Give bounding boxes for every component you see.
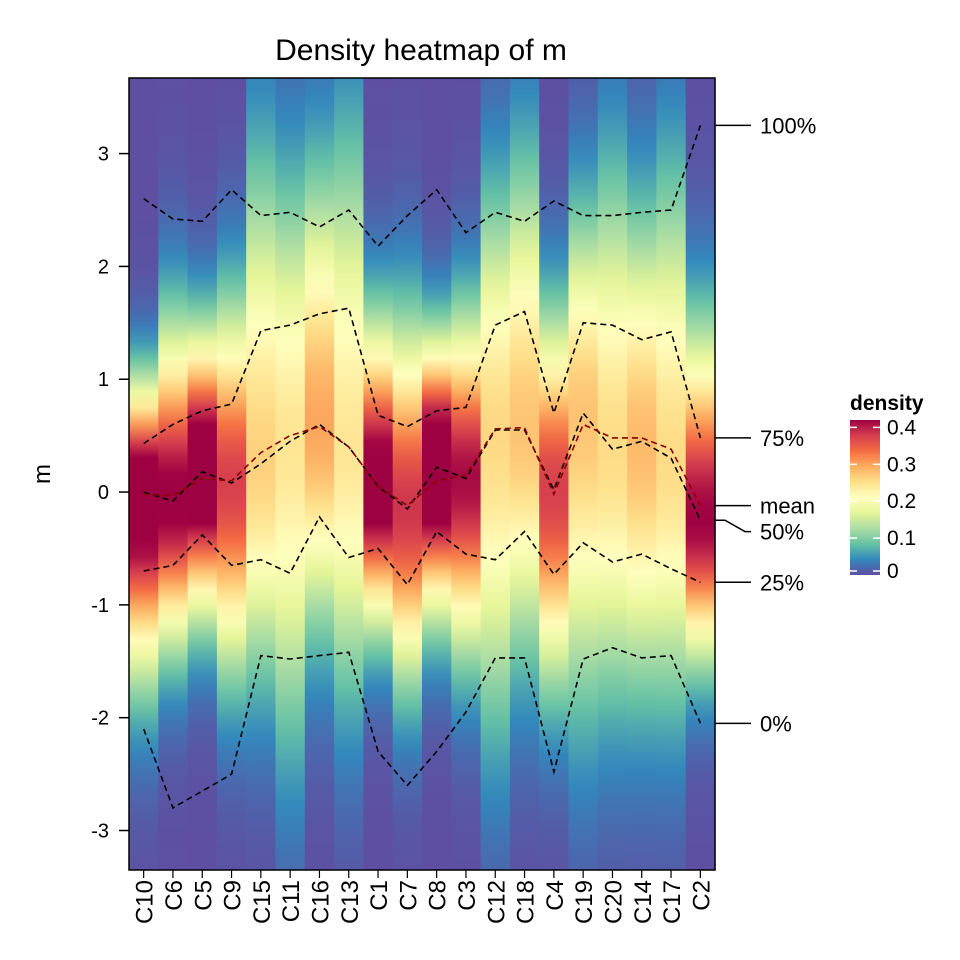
x-tick-label: C7 <box>395 880 422 911</box>
legend-tick-label: 0.1 <box>887 527 916 550</box>
mean-line <box>143 423 702 507</box>
legend-tick-label: 0 <box>887 560 899 583</box>
legend-tick-label: 0.2 <box>887 490 916 513</box>
y-tick-label: 3 <box>98 144 109 166</box>
x-tick-label: C17 <box>659 880 686 924</box>
x-tick-label: C6 <box>161 880 188 911</box>
heatmap-column-c7 <box>392 78 423 870</box>
y-tick-label: -3 <box>91 821 109 843</box>
heatmap-column-c6 <box>158 78 189 870</box>
x-tick-label: C1 <box>366 880 393 911</box>
x-tick-label: C14 <box>630 880 657 924</box>
annotation-label: 25% <box>760 570 804 595</box>
x-tick-label: C12 <box>483 880 510 924</box>
y-tick-label: 0 <box>98 482 109 504</box>
heatmap-column-c14 <box>627 78 657 870</box>
legend-tick-label: 0.3 <box>887 453 916 476</box>
heatmap-column-c19 <box>568 78 599 870</box>
heatmap-column-c15 <box>246 78 277 870</box>
legend-tick-label: 0.4 <box>887 416 917 439</box>
y-tick-label: -2 <box>91 708 109 730</box>
heatmap-column-c5 <box>187 78 218 870</box>
annotation-label: 100% <box>760 113 816 138</box>
x-tick-label: C5 <box>190 880 217 911</box>
annotation-label: 75% <box>760 426 804 451</box>
heatmap-columns <box>129 78 716 870</box>
heatmap-column-c12 <box>480 78 511 870</box>
y-tick-label: 2 <box>98 256 109 278</box>
q75-line <box>143 307 702 445</box>
heatmap-column-c2 <box>685 78 716 870</box>
density-legend: density 0 0.1 0.2 0.3 0.4 <box>850 392 924 583</box>
annotation-leader <box>715 519 751 533</box>
y-axis: -3 -2 -1 0 1 2 3 <box>91 144 129 843</box>
x-tick-label: C9 <box>220 880 247 911</box>
heatmap-column-c17 <box>656 78 687 870</box>
x-tick-label: C10 <box>132 880 159 924</box>
y-axis-label: m <box>29 464 56 484</box>
heatmap-column-c9 <box>216 78 247 870</box>
heatmap-column-c20 <box>597 78 628 870</box>
heatmap-column-c11 <box>275 78 306 870</box>
plot-frame <box>128 77 716 871</box>
x-tick-label: C19 <box>571 880 598 924</box>
x-tick-label: C20 <box>600 880 627 924</box>
x-tick-label: C4 <box>542 880 569 911</box>
max-line <box>143 125 702 248</box>
min-line <box>142 646 702 810</box>
annotation-label: 0% <box>760 711 792 736</box>
x-tick-label: C15 <box>249 880 276 924</box>
y-tick-label: 1 <box>98 369 109 391</box>
x-tick-label: C2 <box>688 880 715 911</box>
legend-color-bar <box>850 420 880 575</box>
x-tick-label: C8 <box>425 880 452 911</box>
x-axis: C10 C6 C5 C9 C15 C11 C16 C13 C1 C7 C8 C3 C12 C18 C4 C19… <box>132 870 715 924</box>
heatmap-column-c10 <box>129 78 159 870</box>
quantile-lines <box>142 125 702 810</box>
heatmap-column-c18 <box>509 78 540 870</box>
x-tick-label: C18 <box>513 880 540 924</box>
x-tick-label: C13 <box>337 880 364 924</box>
heatmap-column-c1 <box>363 78 394 870</box>
x-tick-label: C11 <box>278 880 305 922</box>
x-tick-label: C16 <box>307 880 334 924</box>
annotation-label: mean <box>760 494 815 519</box>
chart-title: Density heatmap of m <box>275 34 567 67</box>
annotation-label: 50% <box>760 520 804 545</box>
x-tick-label: C3 <box>454 880 481 911</box>
y-tick-label: -1 <box>91 595 109 617</box>
heatmap-column-c13 <box>334 78 364 870</box>
legend-title: density <box>850 392 924 415</box>
heatmap-column-c16 <box>304 78 335 870</box>
heatmap-column-c4 <box>539 78 570 870</box>
